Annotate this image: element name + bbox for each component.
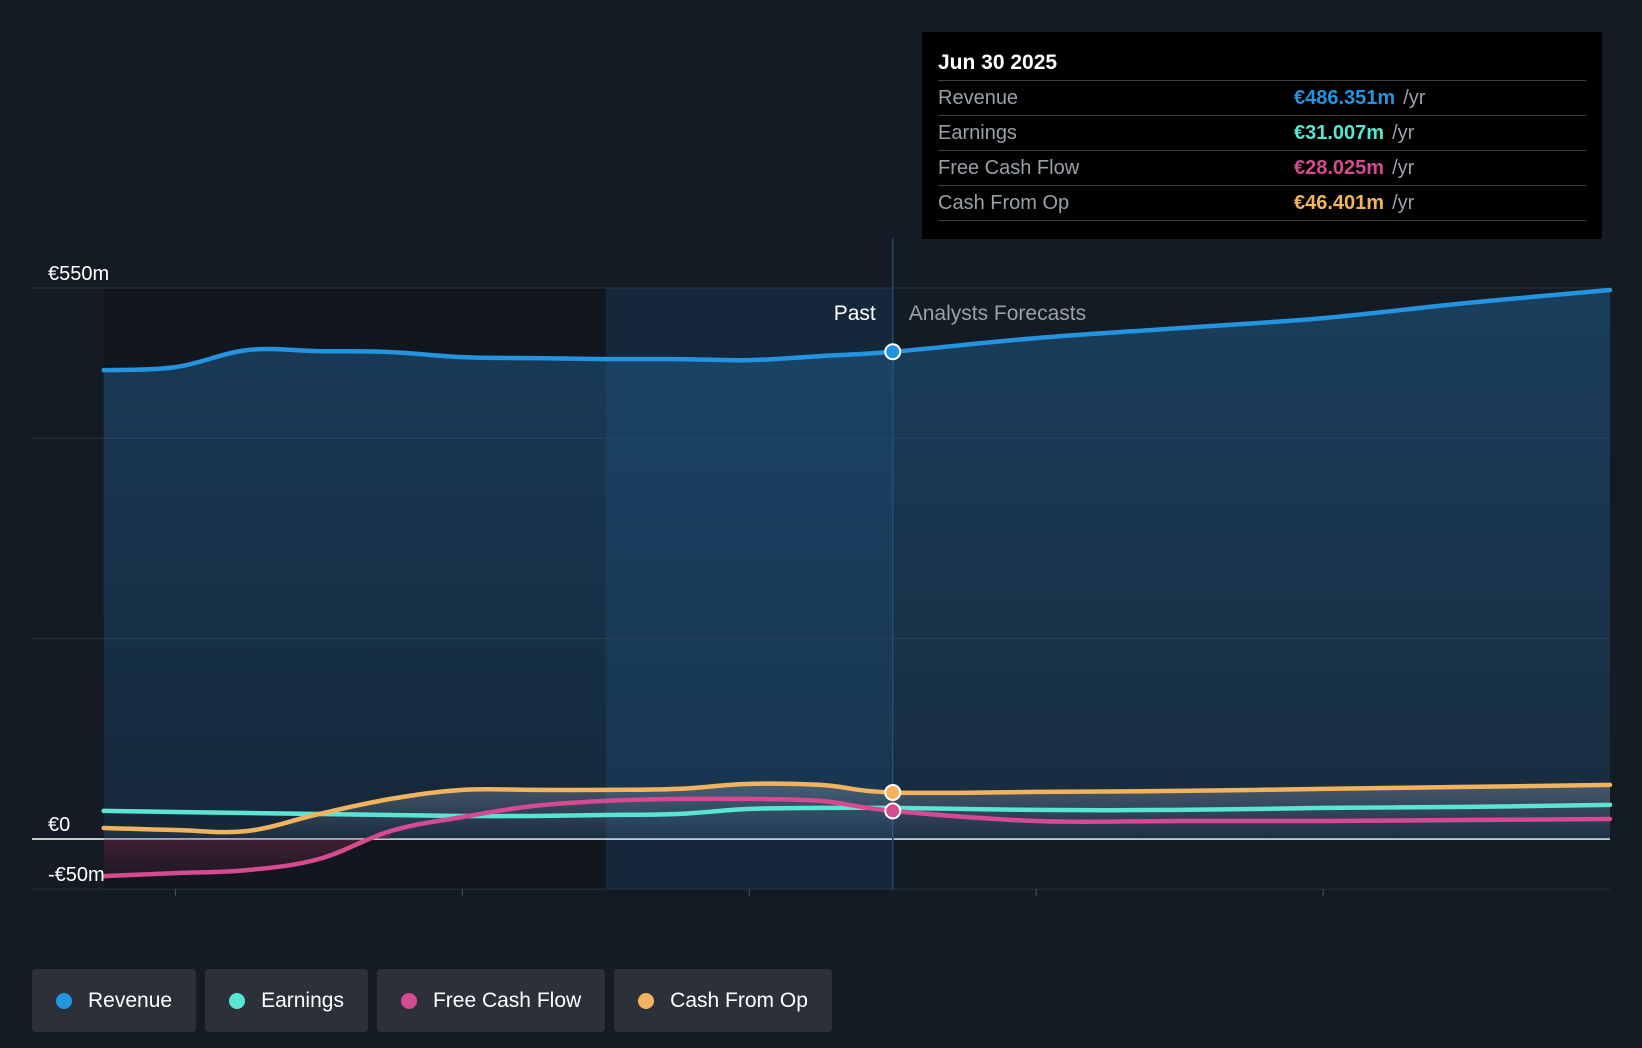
legend-item-revenue[interactable]: Revenue [32, 969, 197, 1032]
tooltip-value: €31.007m [1294, 121, 1385, 144]
tooltip-label: Free Cash Flow [938, 156, 1080, 179]
tooltip-date: Jun 30 2025 [938, 51, 1058, 74]
legend-dot-icon [400, 992, 417, 1009]
past-label: Past [834, 302, 876, 325]
tooltip-label: Cash From Op [938, 191, 1070, 214]
free-cash-flow-negative-area [103, 831, 391, 877]
series-line-free-cash-flow [101, 796, 1613, 879]
legend-item-earnings[interactable]: Earnings [205, 969, 368, 1032]
legend-item-cash-from-op[interactable]: Cash From Op [614, 969, 832, 1032]
series-line-cash-from-op [101, 781, 1613, 835]
tooltip-value: €28.025m [1294, 156, 1385, 179]
tooltip-unit: /yr [1392, 121, 1415, 144]
legend-label: Free Cash Flow [432, 988, 582, 1012]
tooltip-row-free-cash-flow: Free Cash Flow €28.025m /yr [938, 150, 1586, 185]
tooltip: Jun 30 2025 Revenue €486.351m /yr Earnin… [922, 32, 1602, 239]
legend-item-free-cash-flow[interactable]: Free Cash Flow [376, 969, 606, 1032]
legend: Revenue Earnings Free Cash Flow Cash Fro… [32, 969, 832, 1032]
legend-label: Earnings [261, 988, 344, 1012]
marker-free-cash-flow [884, 802, 902, 820]
cash-from-op-area [103, 783, 1611, 839]
tooltip-label: Revenue [938, 86, 1019, 109]
tooltip-unit: /yr [1392, 156, 1415, 179]
series-line-revenue [101, 287, 1613, 373]
y-tick-label: €0 [48, 814, 70, 836]
tooltip-unit: /yr [1392, 191, 1415, 214]
chart: €550m€0-€50m20232024202520262027PastAnal… [32, 238, 1613, 897]
legend-dot-icon [56, 992, 72, 1009]
tooltip-row-earnings: Earnings €31.007m /yr [938, 115, 1586, 150]
tooltip-row-revenue: Revenue €486.351m /yr [938, 80, 1586, 115]
y-tick-label: €550m [48, 263, 109, 285]
marker-cash-from-op [884, 784, 902, 802]
tooltip-value: €46.401m [1294, 191, 1385, 214]
tooltip-row-cash-from-op: Cash From Op €46.401m /yr [938, 185, 1586, 221]
legend-label: Revenue [88, 988, 173, 1012]
forecast-label: Analysts Forecasts [909, 302, 1086, 325]
legend-dot-icon [638, 992, 655, 1009]
tooltip-unit: /yr [1403, 86, 1426, 109]
tooltip-label: Earnings [938, 121, 1017, 144]
tooltip-value: €486.351m [1294, 86, 1396, 109]
marker-revenue [884, 343, 902, 361]
legend-label: Cash From Op [670, 988, 808, 1012]
y-tick-label: -€50m [48, 864, 105, 886]
revenue-area [103, 290, 1611, 839]
legend-dot-icon [229, 992, 246, 1009]
